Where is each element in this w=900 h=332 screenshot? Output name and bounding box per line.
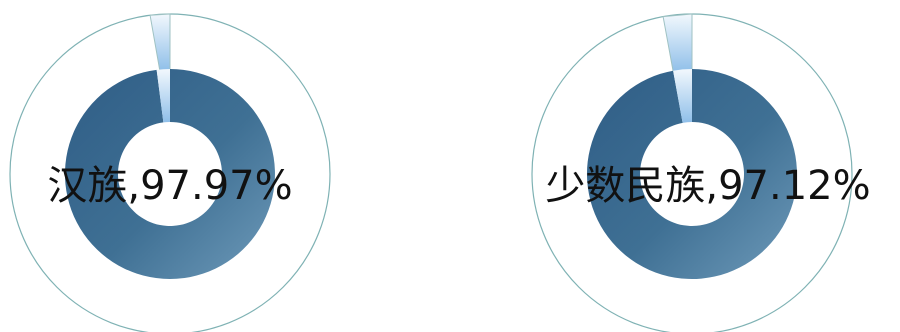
chart-label-han: 汉族,97.97% xyxy=(47,163,292,209)
donut-slice-remainder xyxy=(156,69,170,123)
outer-ring-sliver-han xyxy=(149,13,171,72)
donut-slice-main xyxy=(64,69,275,279)
donut-chart-minority: 少数民族,97.12% xyxy=(531,13,871,332)
donut-slices-han xyxy=(64,69,275,279)
outer-ring-sliver-minority xyxy=(662,13,693,73)
donut-slice-remainder xyxy=(673,68,692,123)
chart-label-minority: 少数民族,97.12% xyxy=(545,163,870,209)
donut-slice-main xyxy=(586,69,797,279)
donut-slices-minority xyxy=(586,68,797,279)
donut-chart-han: 汉族,97.97% xyxy=(9,13,331,332)
